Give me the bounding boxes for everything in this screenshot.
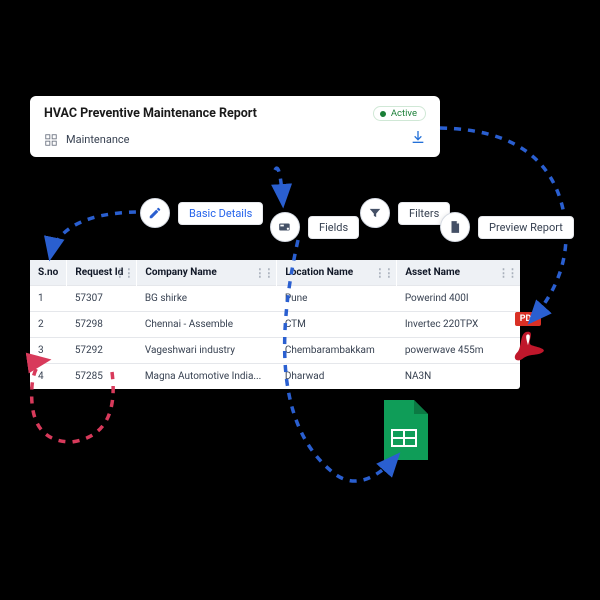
table-header-row: S.no Request Id⋮⋮ Company Name⋮⋮ Locatio… [30,260,520,286]
col-location[interactable]: Location Name⋮⋮ [277,260,397,286]
filter-icon [360,198,390,228]
edit-icon [140,198,170,228]
step-preview-report[interactable]: Preview Report [440,212,574,242]
table-row[interactable]: 257298Chennai - AssembleCTMInvertec 220T… [30,312,520,338]
preview-icon [440,212,470,242]
table-row[interactable]: 357292Vageshwari industryChembarambakkam… [30,338,520,364]
col-asset[interactable]: Asset Name⋮⋮ [397,260,520,286]
table-row[interactable]: 157307BG shirkePunePowerind 400I [30,286,520,312]
col-sno[interactable]: S.no [30,260,67,286]
col-request-id[interactable]: Request Id⋮⋮ [67,260,137,286]
col-company[interactable]: Company Name⋮⋮ [137,260,277,286]
report-title: HVAC Preventive Maintenance Report [44,106,257,121]
report-data-table: S.no Request Id⋮⋮ Company Name⋮⋮ Locatio… [30,260,520,389]
fields-icon [270,212,300,242]
module-name: Maintenance [66,133,130,146]
download-button[interactable] [410,129,426,149]
step-filters[interactable]: Filters [360,198,450,228]
step-basic-details[interactable]: Basic Details [140,198,263,228]
report-header-card: HVAC Preventive Maintenance Report Activ… [30,96,440,157]
pdf-file-icon[interactable]: PDF [506,312,550,365]
module-icon [44,132,58,146]
status-badge: Active [373,106,426,121]
excel-file-icon[interactable] [380,400,428,460]
table-row[interactable]: 457285Magna Automotive India...DharwadNA… [30,364,520,390]
step-fields[interactable]: Fields [270,212,359,242]
